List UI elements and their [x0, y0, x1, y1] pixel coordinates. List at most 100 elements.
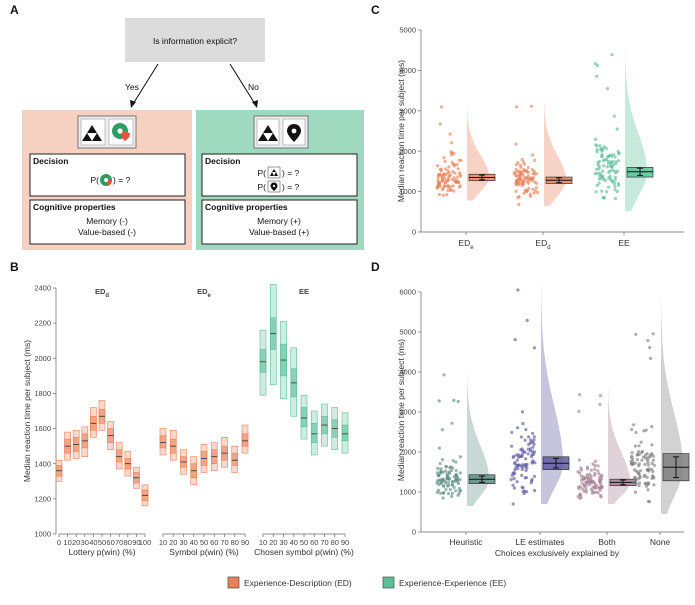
d-y-tick-label: 4000	[399, 368, 416, 377]
d-point	[632, 481, 636, 485]
d-point	[651, 469, 655, 474]
d-point	[633, 461, 638, 465]
c-point	[520, 157, 524, 161]
c-point	[608, 174, 612, 178]
c-point	[595, 64, 600, 68]
triangles-icon	[82, 125, 102, 141]
pie-lottery-icon	[112, 123, 131, 141]
c-point	[435, 186, 439, 190]
d-point	[524, 468, 528, 473]
d-point	[439, 491, 443, 495]
d-point	[596, 464, 600, 468]
d-point	[518, 454, 522, 458]
d-y-axis-label: Median reaction time per subject (ms)	[396, 339, 406, 481]
d-point	[644, 484, 649, 488]
d-point	[637, 472, 641, 476]
b-inner-interval	[300, 407, 308, 428]
c-point	[521, 160, 525, 164]
c-point	[613, 178, 617, 182]
panel-label-a: A	[10, 3, 19, 17]
ee-decision-title: Decision	[205, 156, 240, 166]
location-pin-icon	[270, 182, 278, 191]
c-point	[604, 178, 608, 182]
c-point	[447, 165, 451, 169]
d-point	[646, 338, 650, 343]
c-point	[595, 150, 599, 154]
c-point	[526, 166, 530, 170]
d-point	[579, 468, 584, 472]
d-point	[579, 474, 583, 478]
b-x-tick-label: 30	[279, 538, 287, 547]
c-y-tick-label: 3000	[399, 106, 416, 115]
c-point	[593, 172, 597, 176]
d-x-tick-label: Heuristic	[449, 537, 483, 547]
d-point	[532, 346, 537, 350]
panel-d: D Median reaction time per subject (ms) …	[371, 260, 690, 558]
d-point	[593, 473, 597, 477]
c-point	[613, 197, 618, 201]
c-point	[534, 186, 538, 190]
ee-decision-card	[267, 180, 281, 193]
d-point	[529, 438, 533, 442]
d-point	[449, 469, 453, 473]
c-point	[456, 175, 460, 179]
c-point	[514, 167, 518, 171]
c-density	[625, 48, 647, 212]
c-point	[458, 172, 462, 176]
ed-decision-box	[29, 153, 186, 197]
d-point	[445, 472, 449, 476]
c-point	[602, 164, 606, 168]
d-point	[599, 495, 603, 499]
d-point	[510, 444, 514, 448]
d-y-tick-label: 3000	[399, 408, 416, 417]
d-point	[584, 486, 588, 490]
d-point	[454, 468, 458, 473]
d-point	[458, 455, 462, 459]
d-point	[644, 456, 648, 460]
d-point	[512, 486, 517, 490]
d-point	[510, 430, 514, 434]
d-point	[632, 423, 636, 427]
d-point	[648, 454, 652, 458]
b-x-tick-label: 40	[190, 538, 198, 547]
b-x-tick-label: 60	[210, 538, 218, 547]
c-point	[598, 159, 602, 163]
d-point	[638, 474, 642, 478]
d-point	[596, 491, 600, 495]
d-point	[646, 463, 651, 467]
b-x-tick-label: 40	[89, 538, 97, 547]
d-point	[515, 458, 519, 462]
ed-decision-suffix: ) = ?	[113, 175, 131, 185]
c-point	[449, 188, 453, 192]
d-point	[584, 488, 588, 493]
d-point	[519, 435, 524, 439]
c-point	[437, 192, 441, 197]
d-y-tick-label: 2000	[399, 448, 416, 457]
c-point	[436, 176, 440, 180]
c-point	[442, 156, 446, 160]
d-point	[642, 429, 646, 433]
c-point	[610, 53, 614, 57]
ee-decision-suffix: ) = ?	[282, 182, 300, 192]
b-x-tick-label: 50	[300, 538, 308, 547]
c-point	[458, 184, 462, 188]
c-point	[515, 105, 519, 109]
d-point	[437, 399, 441, 403]
b-x-tick-label: 10	[259, 538, 267, 547]
c-point	[613, 188, 617, 192]
d-point	[636, 453, 640, 457]
question-text: Is information explicit?	[153, 36, 237, 46]
ee-decision-box	[201, 153, 358, 197]
d-point	[643, 453, 648, 457]
ee-cognitive-title: Cognitive properties	[205, 202, 288, 212]
b-group-title: EDd	[95, 287, 109, 299]
arrow-no	[229, 63, 256, 105]
d-point	[638, 481, 642, 485]
d-point	[522, 491, 526, 496]
d-point	[636, 450, 641, 454]
c-point	[604, 190, 609, 194]
ee-decision-card	[267, 166, 281, 179]
c-point	[514, 142, 518, 146]
d-point	[436, 473, 440, 477]
